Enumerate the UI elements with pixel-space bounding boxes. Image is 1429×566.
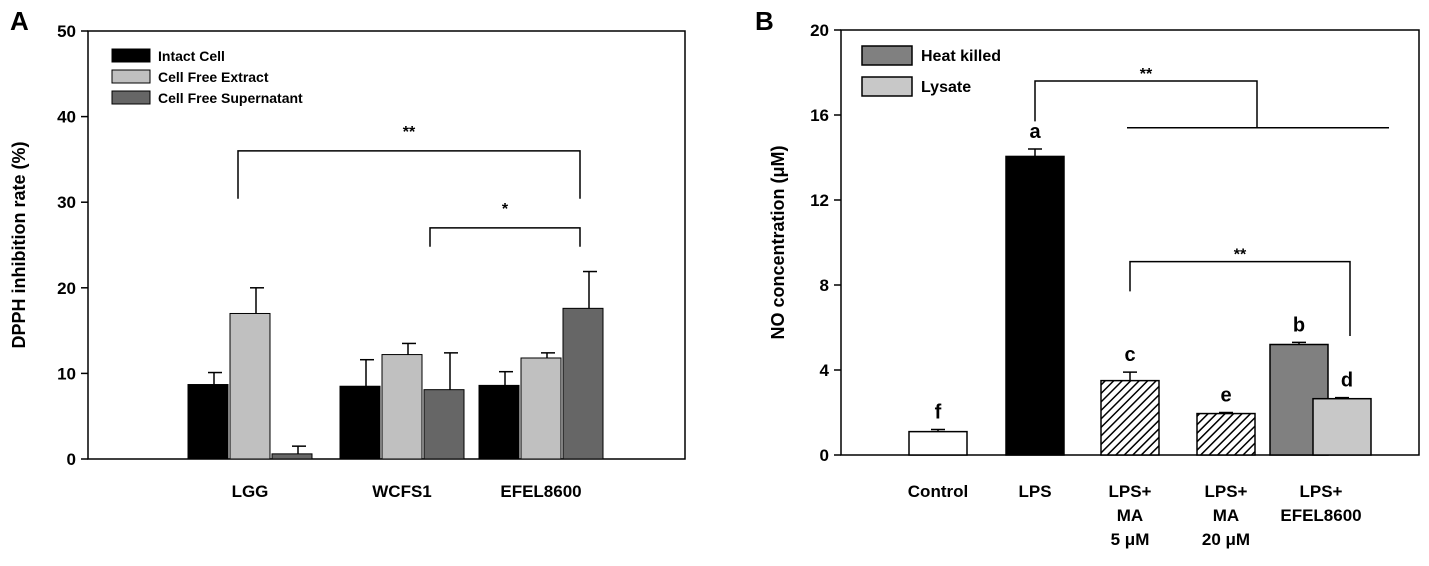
significance-bracket [429,227,581,247]
y-tick-label: 10 [57,364,76,383]
bar [1100,379,1160,456]
y-tick-label: 20 [810,21,829,40]
panel-letter-b: B [755,6,774,36]
legend-swatch [111,69,151,84]
y-tick-label: 12 [810,191,829,210]
bar [908,430,968,456]
bar [1196,412,1256,456]
bar [1005,155,1065,456]
y-tick-label: 30 [57,193,76,212]
significance-label: ** [1140,66,1153,83]
x-tick-label: LGG [232,482,269,501]
significance-label: ** [403,124,416,141]
bar [381,354,423,460]
group-letter: f [935,402,942,424]
y-tick-label: 50 [57,22,76,41]
legend-swatch [111,90,151,105]
x-tick-label: LPS [1018,482,1051,501]
y-tick-label: 40 [57,108,76,127]
panel-a: A 0 10 20 30 40 50 DPPH inhibition rate (%) LGG W… [9,6,686,501]
legend-label: Intact Cell [158,48,225,64]
bar [1312,397,1372,456]
y-tick-label: 4 [820,361,830,380]
group-letter: b [1293,314,1305,336]
bar [478,384,520,460]
legend-swatch [861,76,913,97]
y-tick-label: 0 [820,446,829,465]
group-letter: c [1124,344,1135,366]
bar [229,312,271,460]
significance-bracket [1034,80,1258,128]
y-tick-label: 16 [810,106,829,125]
legend-swatch [111,48,151,63]
y-tick-label: 20 [57,279,76,298]
bar [271,453,313,460]
y-tick-label: 8 [820,276,829,295]
y-tick-label: 0 [67,450,76,469]
bar [520,357,562,460]
x-tick-label: LPS+ MA 5 μM [1109,482,1152,549]
panel-b: B 0 4 8 12 16 20 NO concentration (μM) f a c e b d Con… [755,6,1420,549]
bar [562,307,604,460]
legend-label: Cell Free Extract [158,69,269,85]
x-tick-label: LPS+ MA 20 μM [1202,482,1250,549]
bar [187,384,229,460]
legend-swatch [861,45,913,66]
group-letter: e [1220,385,1231,407]
legend-label: Heat killed [921,48,1001,65]
group-letter: d [1341,370,1353,392]
bar [339,385,381,460]
significance-bracket [1129,260,1351,336]
x-tick-label: EFEL8600 [500,482,581,501]
group-letter: a [1029,121,1041,143]
panel-letter-a: A [10,6,29,36]
x-tick-label: Control [908,482,968,501]
significance-label: * [502,201,509,218]
significance-label: ** [1234,247,1247,264]
bar [423,389,465,460]
x-tick-label: LPS+ EFEL8600 [1280,482,1361,525]
legend-label: Lysate [921,79,971,96]
y-axis-label: DPPH inhibition rate (%) [9,141,29,348]
y-axis-label: NO concentration (μM) [768,145,788,339]
x-tick-label: WCFS1 [372,482,432,501]
significance-bracket [237,150,581,199]
legend-label: Cell Free Supernatant [158,90,303,106]
